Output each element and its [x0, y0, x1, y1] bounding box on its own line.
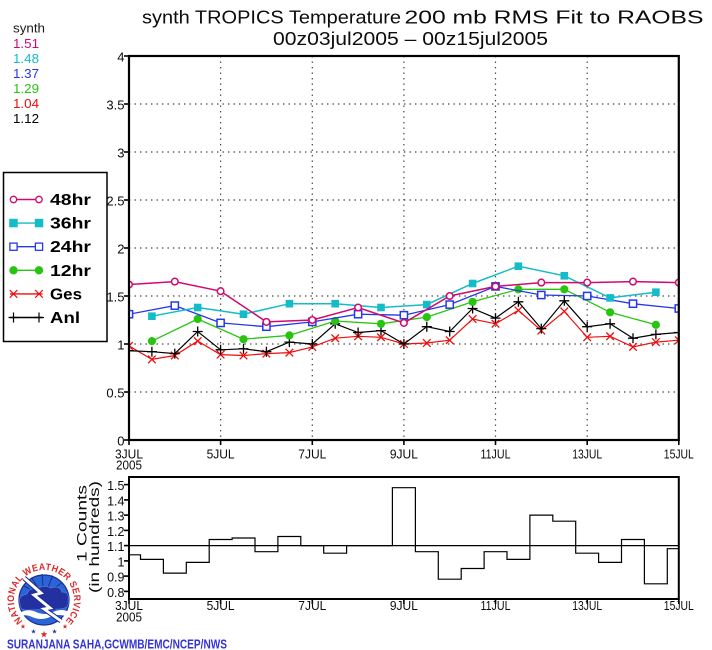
svg-text:3JUL: 3JUL — [115, 598, 143, 613]
svg-text:1.5: 1.5 — [107, 479, 124, 493]
svg-text:2.5: 2.5 — [106, 194, 124, 209]
svg-text:15JUL: 15JUL — [664, 446, 694, 461]
svg-text:12hr: 12hr — [50, 263, 91, 280]
svg-text:(in hundreds): (in hundreds) — [87, 481, 102, 593]
svg-text:1.1: 1.1 — [107, 540, 124, 554]
svg-text:4: 4 — [117, 50, 124, 65]
svg-text:11JUL: 11JUL — [481, 598, 511, 613]
svg-text:13JUL: 13JUL — [572, 598, 602, 613]
svg-text:1.04: 1.04 — [13, 96, 39, 111]
svg-text:0: 0 — [117, 434, 124, 449]
svg-text:2005: 2005 — [116, 457, 142, 472]
svg-text:15JUL: 15JUL — [664, 598, 694, 613]
svg-text:1.48: 1.48 — [13, 51, 39, 66]
svg-text:3.5: 3.5 — [106, 98, 124, 113]
svg-text:24hr: 24hr — [50, 239, 91, 256]
svg-text:1.2: 1.2 — [107, 525, 124, 539]
svg-text:0.5: 0.5 — [106, 386, 124, 401]
svg-text:1.37: 1.37 — [13, 66, 39, 81]
svg-text:1.5: 1.5 — [106, 290, 124, 305]
svg-text:1.12: 1.12 — [13, 111, 39, 126]
svg-text:13JUL: 13JUL — [572, 446, 602, 461]
svg-text:2005: 2005 — [116, 609, 142, 624]
svg-text:1.51: 1.51 — [13, 36, 39, 51]
svg-text:SURANJANA SAHA,GCWMB/EMC/NCEP/: SURANJANA SAHA,GCWMB/EMC/NCEP/NWS — [7, 638, 227, 650]
svg-text:3JUL: 3JUL — [115, 446, 143, 461]
svg-text:36hr: 36hr — [50, 216, 91, 233]
svg-text:7JUL: 7JUL — [298, 446, 326, 461]
svg-text:1 Counts: 1 Counts — [75, 485, 90, 562]
svg-text:synth: synth — [13, 21, 45, 36]
svg-text:5JUL: 5JUL — [207, 446, 235, 461]
svg-text:1: 1 — [117, 338, 124, 353]
svg-text:48hr: 48hr — [50, 192, 91, 209]
svg-text:Ges: Ges — [50, 286, 82, 303]
svg-text:00z03jul2005 – 00z15jul2005: 00z03jul2005 – 00z15jul2005 — [273, 29, 548, 49]
svg-text:5JUL: 5JUL — [207, 598, 235, 613]
svg-text:11JUL: 11JUL — [481, 446, 511, 461]
svg-text:0.9: 0.9 — [107, 571, 124, 585]
svg-text:0.8: 0.8 — [107, 586, 124, 600]
svg-text:Anl: Anl — [50, 310, 80, 327]
svg-text:1.29: 1.29 — [13, 81, 39, 96]
svg-text:1.4: 1.4 — [107, 494, 124, 508]
svg-text:synth TROPICS Temperature: synth TROPICS Temperature — [142, 8, 401, 28]
svg-text:9JUL: 9JUL — [390, 598, 418, 613]
svg-text:1.3: 1.3 — [107, 510, 124, 524]
svg-text:1: 1 — [118, 555, 125, 569]
svg-text:2: 2 — [117, 242, 124, 257]
svg-text:200 mb RMS Fit to RAOBS: 200 mb RMS Fit to RAOBS — [405, 8, 704, 28]
svg-text:7JUL: 7JUL — [298, 598, 326, 613]
svg-text:9JUL: 9JUL — [390, 446, 418, 461]
svg-text:3: 3 — [117, 146, 124, 161]
